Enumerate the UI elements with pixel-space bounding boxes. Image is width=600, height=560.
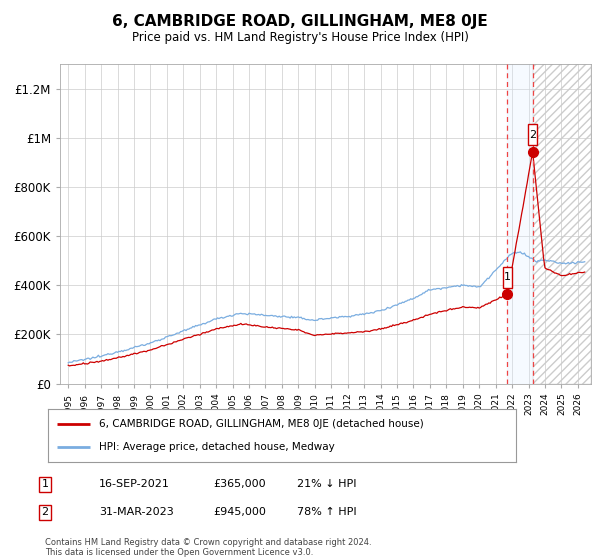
Text: 78% ↑ HPI: 78% ↑ HPI xyxy=(297,507,356,517)
Text: 2: 2 xyxy=(41,507,49,517)
Bar xyxy=(533,64,591,384)
Text: £365,000: £365,000 xyxy=(213,479,266,489)
Text: Price paid vs. HM Land Registry's House Price Index (HPI): Price paid vs. HM Land Registry's House … xyxy=(131,31,469,44)
Text: 1: 1 xyxy=(504,272,511,282)
FancyBboxPatch shape xyxy=(528,124,537,145)
Text: Contains HM Land Registry data © Crown copyright and database right 2024.
This d: Contains HM Land Registry data © Crown c… xyxy=(45,538,371,557)
Text: HPI: Average price, detached house, Medway: HPI: Average price, detached house, Medw… xyxy=(100,442,335,452)
Text: 6, CAMBRIDGE ROAD, GILLINGHAM, ME8 0JE: 6, CAMBRIDGE ROAD, GILLINGHAM, ME8 0JE xyxy=(112,14,488,29)
Text: 21% ↓ HPI: 21% ↓ HPI xyxy=(297,479,356,489)
Text: 2: 2 xyxy=(529,130,536,140)
Text: 16-SEP-2021: 16-SEP-2021 xyxy=(99,479,170,489)
Text: 6, CAMBRIDGE ROAD, GILLINGHAM, ME8 0JE (detached house): 6, CAMBRIDGE ROAD, GILLINGHAM, ME8 0JE (… xyxy=(100,419,424,429)
Text: 1: 1 xyxy=(41,479,49,489)
Text: £945,000: £945,000 xyxy=(213,507,266,517)
FancyBboxPatch shape xyxy=(503,267,512,288)
Bar xyxy=(508,64,533,384)
Text: 31-MAR-2023: 31-MAR-2023 xyxy=(99,507,174,517)
